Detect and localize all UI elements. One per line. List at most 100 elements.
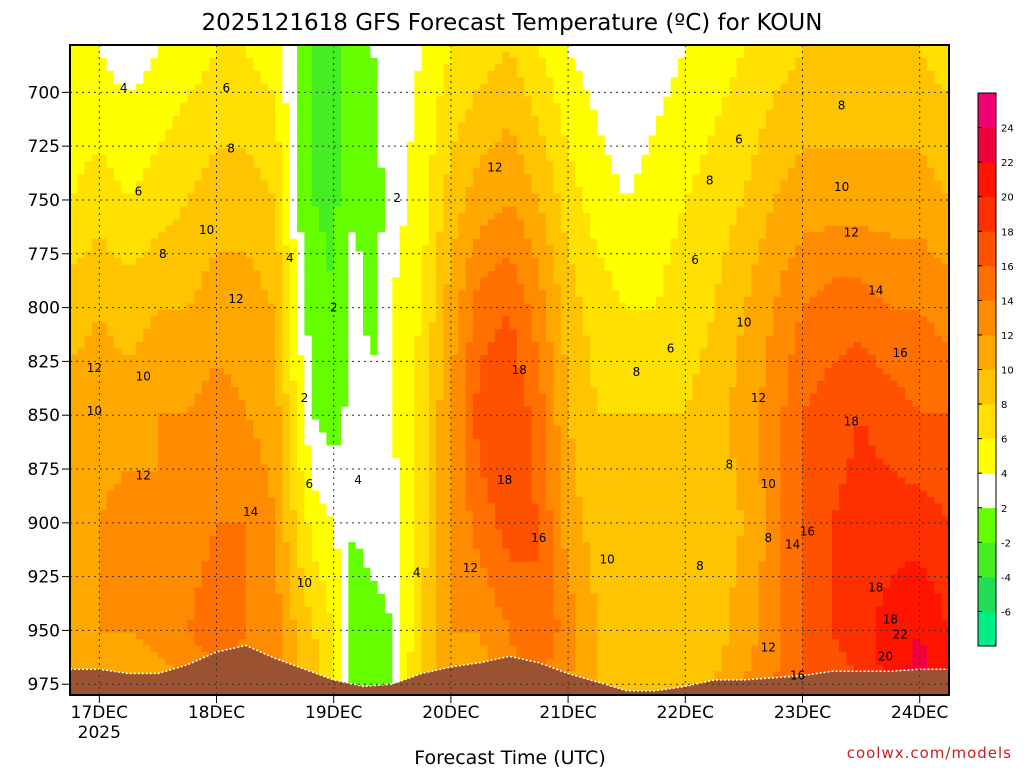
temperature-cell bbox=[421, 587, 430, 595]
temperature-cell bbox=[363, 451, 371, 459]
temperature-cell bbox=[384, 135, 393, 143]
temperature-cell bbox=[289, 361, 298, 369]
temperature-cell bbox=[304, 529, 313, 537]
temperature-cell bbox=[194, 128, 203, 136]
temperature-cell bbox=[121, 290, 130, 298]
temperature-cell bbox=[238, 632, 247, 640]
temperature-cell bbox=[179, 83, 188, 91]
temperature-cell bbox=[355, 290, 364, 298]
temperature-cell bbox=[223, 490, 232, 498]
temperature-cell bbox=[348, 51, 357, 59]
temperature-cell bbox=[187, 484, 196, 492]
temperature-cell bbox=[179, 154, 188, 162]
temperature-cell bbox=[282, 148, 291, 156]
temperature-cell bbox=[165, 70, 174, 78]
temperature-cell bbox=[414, 503, 423, 511]
temperature-cell bbox=[238, 458, 247, 466]
temperature-cell bbox=[91, 45, 100, 53]
temperature-cell bbox=[121, 535, 130, 543]
temperature-cell bbox=[297, 458, 305, 466]
temperature-cell bbox=[260, 309, 269, 317]
temperature-cell bbox=[187, 219, 196, 227]
temperature-cell bbox=[311, 374, 320, 382]
temperature-cell bbox=[341, 135, 349, 143]
temperature-cell bbox=[348, 548, 357, 556]
temperature-cell bbox=[363, 639, 371, 647]
temperature-cell bbox=[157, 639, 166, 647]
temperature-cell bbox=[333, 651, 342, 660]
temperature-cell bbox=[121, 193, 130, 201]
temperature-cell bbox=[421, 425, 430, 434]
temperature-cell bbox=[99, 632, 108, 640]
temperature-cell bbox=[165, 148, 174, 156]
temperature-cell bbox=[414, 167, 423, 175]
temperature-cell bbox=[143, 290, 152, 298]
temperature-cell bbox=[84, 70, 93, 78]
temperature-cell bbox=[113, 354, 122, 362]
temperature-cell bbox=[216, 529, 225, 537]
temperature-cell bbox=[91, 116, 100, 124]
temperature-cell bbox=[253, 103, 262, 111]
temperature-cell bbox=[348, 367, 357, 375]
temperature-cell bbox=[260, 109, 269, 117]
temperature-cell bbox=[399, 283, 408, 291]
temperature-cell bbox=[267, 516, 276, 524]
temperature-cell bbox=[113, 238, 122, 246]
temperature-cell bbox=[84, 580, 93, 588]
temperature-cell bbox=[231, 613, 240, 621]
temperature-cell bbox=[84, 296, 93, 304]
temperature-cell bbox=[392, 542, 401, 550]
temperature-cell bbox=[253, 309, 262, 317]
temperature-cell bbox=[238, 425, 247, 434]
temperature-cell bbox=[135, 574, 144, 582]
temperature-cell bbox=[253, 374, 262, 382]
temperature-cell bbox=[223, 619, 232, 627]
temperature-cell bbox=[165, 548, 174, 556]
temperature-cell bbox=[91, 141, 100, 149]
temperature-cell bbox=[297, 309, 305, 317]
temperature-cell bbox=[121, 651, 130, 660]
temperature-cell bbox=[194, 322, 203, 330]
temperature-cell bbox=[157, 219, 166, 227]
temperature-cell bbox=[231, 464, 240, 472]
temperature-cell bbox=[187, 232, 196, 240]
temperature-cell bbox=[128, 393, 137, 401]
temperature-cell bbox=[370, 464, 379, 472]
temperature-cell bbox=[326, 161, 335, 169]
temperature-cell bbox=[377, 555, 386, 563]
temperature-cell bbox=[150, 96, 159, 104]
temperature-cell bbox=[165, 400, 174, 408]
temperature-cell bbox=[311, 658, 320, 666]
temperature-cell bbox=[333, 167, 342, 175]
temperature-cell bbox=[223, 187, 232, 195]
temperature-cell bbox=[297, 232, 305, 240]
temperature-cell bbox=[297, 613, 305, 621]
temperature-cell bbox=[326, 70, 335, 78]
temperature-cell bbox=[187, 406, 196, 414]
temperature-cell bbox=[77, 348, 86, 356]
temperature-cell bbox=[245, 103, 254, 111]
temperature-cell bbox=[377, 587, 386, 595]
temperature-cell bbox=[179, 96, 188, 104]
temperature-cell bbox=[253, 639, 262, 647]
temperature-cell bbox=[187, 574, 196, 582]
temperature-cell bbox=[209, 406, 218, 414]
temperature-cell bbox=[77, 296, 86, 304]
temperature-cell bbox=[179, 348, 188, 356]
temperature-cell bbox=[216, 264, 225, 272]
temperature-cell bbox=[363, 322, 371, 330]
temperature-cell bbox=[319, 464, 327, 472]
temperature-cell bbox=[143, 329, 152, 337]
temperature-cell bbox=[363, 354, 371, 362]
temperature-cell bbox=[70, 645, 78, 653]
temperature-cell bbox=[165, 348, 174, 356]
temperature-cell bbox=[91, 77, 100, 85]
temperature-cell bbox=[377, 258, 386, 266]
temperature-cell bbox=[135, 251, 144, 259]
temperature-cell bbox=[319, 135, 327, 143]
temperature-cell bbox=[231, 348, 240, 356]
temperature-cell bbox=[275, 367, 284, 375]
temperature-cell bbox=[348, 193, 357, 201]
temperature-cell bbox=[341, 413, 349, 421]
temperature-cell bbox=[326, 400, 335, 408]
